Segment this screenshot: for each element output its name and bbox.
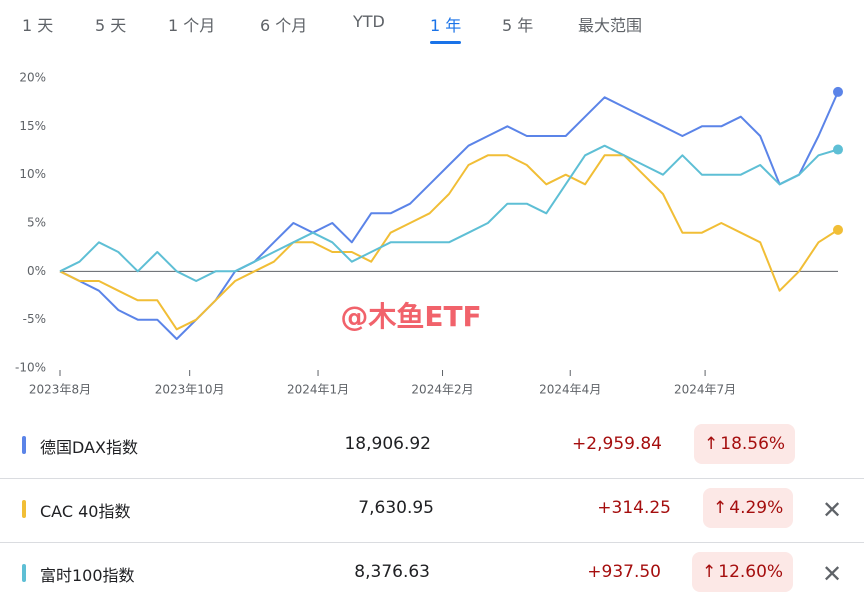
range-tab[interactable]: 5 天 [95, 16, 127, 35]
change: +314.25 [597, 498, 671, 518]
series-line [59, 91, 839, 340]
x-tick-label: 2023年10月 [155, 383, 225, 397]
y-tick-label: 5% [27, 216, 46, 230]
end-dot [833, 224, 843, 235]
y-tick-label: 20% [19, 71, 46, 85]
y-tick-label: 10% [19, 167, 46, 181]
series-bullet [22, 500, 26, 518]
percent-chip: ↑ 12.60% [692, 552, 794, 592]
index-name: 德国DAX指数 [40, 438, 138, 457]
percent-chip: ↑ 4.29% [703, 488, 794, 528]
range-tab[interactable]: 1 天 [22, 16, 54, 35]
series-line [59, 144, 839, 282]
price: 18,906.92 [344, 434, 431, 454]
x-tick-label: 2023年8月 [29, 383, 91, 397]
change: +2,959.84 [572, 434, 662, 454]
remove-button[interactable]: ✕ [822, 560, 843, 588]
range-tab[interactable]: 最大范围 [578, 16, 643, 35]
y-tick-label: 15% [19, 119, 46, 133]
range-tab[interactable]: 1 个月 [168, 16, 216, 35]
index-name: CAC 40指数 [40, 502, 131, 521]
y-tick-label: 0% [27, 264, 46, 278]
range-tab[interactable]: 5 年 [502, 16, 534, 35]
percent: 12.60% [718, 562, 784, 582]
price: 7,630.95 [358, 498, 434, 518]
up-arrow-icon: ↑ [713, 498, 728, 518]
y-tick-label: -10% [15, 361, 46, 375]
row-separator [0, 478, 864, 479]
table-row[interactable]: 富时100指数 8,376.63 +937.50 ↑ 12.60% ✕ [0, 542, 864, 604]
table-row[interactable]: CAC 40指数 7,630.95 +314.25 ↑ 4.29% ✕ [0, 478, 864, 540]
remove-button[interactable]: ✕ [822, 496, 843, 524]
series-bullet [22, 436, 26, 454]
range-tab[interactable]: 1 年 [430, 12, 462, 44]
percent-chip: ↑ 18.56% [694, 424, 796, 464]
index-name: 富时100指数 [40, 566, 135, 585]
watermark: @木鱼ETF [340, 300, 481, 333]
chart: -10% -5% 0% 5% 10% 15% 20% 2023年8月 2023年10月 2024年… [15, 71, 843, 397]
series-line [59, 154, 839, 331]
percent: 18.56% [720, 434, 786, 454]
end-dot [833, 144, 843, 155]
y-tick-label: -5% [23, 312, 46, 326]
end-dot [833, 86, 843, 97]
series-bullet [22, 564, 26, 582]
range-tab[interactable]: YTD [353, 12, 385, 31]
x-tick-label: 2024年7月 [674, 383, 736, 397]
range-tab[interactable]: 6 个月 [260, 16, 308, 35]
price: 8,376.63 [354, 562, 430, 582]
row-separator [0, 542, 864, 543]
up-arrow-icon: ↑ [704, 434, 719, 454]
x-tick-label: 2024年1月 [287, 383, 349, 397]
x-tick-label: 2024年2月 [411, 383, 473, 397]
change: +937.50 [587, 562, 661, 582]
percent: 4.29% [729, 498, 784, 518]
x-tick-label: 2024年4月 [539, 383, 601, 397]
up-arrow-icon: ↑ [702, 562, 717, 582]
table-row[interactable]: 德国DAX指数 18,906.92 +2,959.84 ↑ 18.56% [0, 414, 864, 476]
